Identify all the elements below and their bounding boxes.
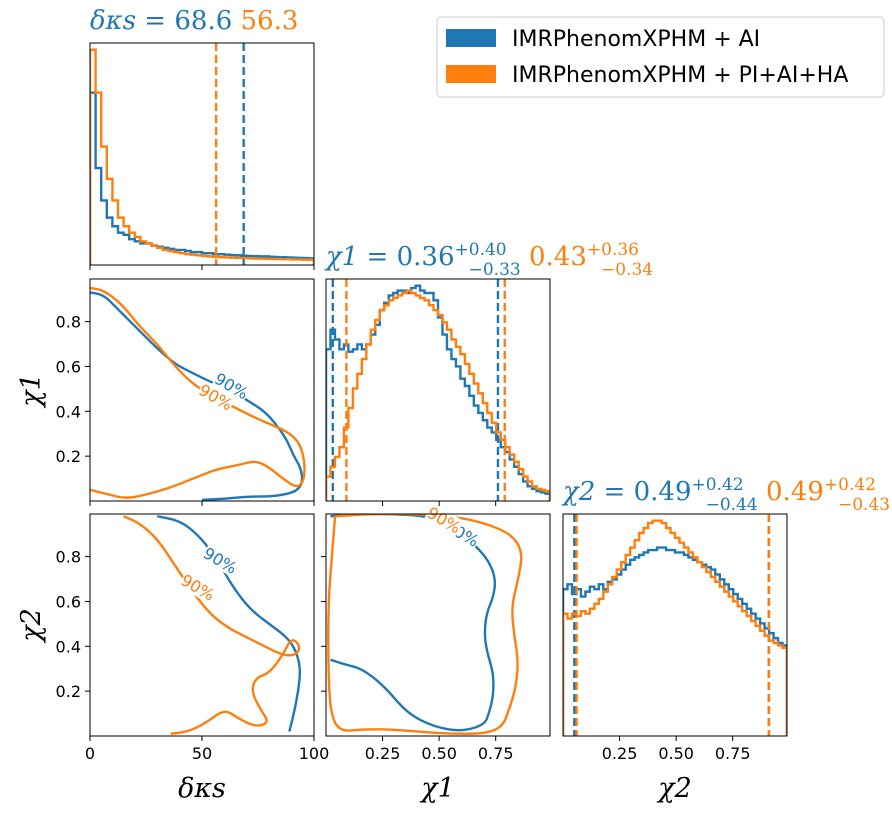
contour-label-bg — [177, 570, 219, 604]
contour-label-bg — [211, 368, 252, 403]
title-symbol: χ2 = — [561, 477, 634, 507]
x-axis-label-dks: δκs — [178, 773, 226, 804]
hist-dks-PIAIHA — [90, 48, 314, 265]
contour-panel-chi2-vs-dks: 90%90% — [89, 513, 315, 737]
contour-label-bg — [424, 503, 465, 537]
hist-panel-chi1 — [325, 278, 551, 502]
hist-dks-AI — [90, 91, 314, 265]
contour-panel-chi2-vs-chi1: 90%90% — [325, 503, 551, 737]
y-axis-label-chi2: χ2 — [16, 608, 47, 644]
title-minus-PIAIHA: −0.43 — [838, 495, 890, 515]
legend: IMRPhenomXPHM + AI IMRPhenomXPHM + PI+AI+… — [436, 16, 885, 98]
x-axis-chi1: 0.25 0.50 0.75 χ1 — [365, 501, 514, 804]
contour-panel-chi1-vs-dks: 90%90% — [89, 278, 315, 502]
x-tick-label-chi2: 0.25 — [602, 744, 638, 763]
legend-swatch — [446, 65, 496, 83]
contour-chi2-vs-chi1-PIAIHA — [327, 514, 523, 735]
title-plus-PIAIHA: +0.42 — [824, 475, 876, 495]
title-value-AI: 0.49 — [634, 477, 692, 507]
title-plus-PIAIHA: +0.36 — [587, 240, 639, 260]
y-axis-chi2: 0.2 0.4 0.6 0.8 χ2 — [16, 548, 326, 701]
title-chi1: χ1 = 0.36+0.40 −0.33 0.43+0.36 −0.34 — [324, 240, 653, 280]
legend-frame — [436, 16, 885, 98]
y-tick-label-chi2: 0.6 — [56, 592, 81, 611]
title-minus-AI: −0.33 — [469, 260, 521, 280]
x-tick-label-chi1: 0.25 — [365, 744, 401, 763]
title-value-PIAIHA: 0.49 — [758, 477, 824, 507]
contour-label-bg — [195, 380, 237, 414]
x-tick-label-chi1: 0.75 — [478, 744, 514, 763]
x-axis-label-chi1: χ1 — [419, 773, 455, 804]
title-value-PIAIHA: 56.3 — [232, 6, 298, 36]
contour-chi1-vs-dks-PIAIHA — [90, 286, 306, 499]
panel-frame — [562, 513, 788, 737]
contour-chi1-vs-dks-AI — [90, 291, 304, 501]
hist-chi1-PIAIHA — [326, 289, 550, 501]
x-axis-dks: 0 50 100 δκs — [85, 265, 329, 804]
hist-chi2-PIAIHA — [563, 519, 787, 736]
y-tick-label-chi2: 0.8 — [56, 548, 81, 567]
hist-panel-chi2 — [562, 513, 788, 737]
title-chi2: χ2 = 0.49+0.42 −0.44 0.49+0.42 −0.43 — [561, 475, 890, 515]
title-value-AI: 68.6 — [174, 6, 232, 36]
title-minus-AI: −0.44 — [706, 495, 758, 515]
title-plus-AI: +0.40 — [455, 240, 507, 260]
legend-label: IMRPhenomXPHM + PI+AI+HA — [512, 63, 848, 88]
y-tick-label-chi1: 0.4 — [56, 402, 81, 421]
contour-label-chi2-vs-dks-AI: 90% — [200, 544, 240, 578]
hist-chi2-AI — [563, 546, 787, 736]
x-axis-label-chi2: χ2 — [656, 773, 692, 804]
x-tick-label-chi1: 0.50 — [421, 744, 457, 763]
y-axis-label-chi1: χ1 — [16, 373, 47, 409]
title-symbol: δκs = — [90, 6, 174, 36]
x-tick-label-dks: 50 — [192, 744, 212, 763]
x-tick-label-dks: 100 — [299, 744, 330, 763]
y-axis-chi1: 0.2 0.4 0.6 0.8 χ1 — [16, 313, 90, 466]
contour-label-bg — [200, 543, 241, 578]
x-axis-chi2: 0.25 0.50 0.75 χ2 — [602, 736, 751, 804]
title-value-AI: 0.36 — [397, 242, 455, 272]
y-tick-label-chi1: 0.8 — [56, 313, 81, 332]
panel-frame — [325, 513, 551, 737]
title-dks: δκs = 68.6 56.3 — [90, 6, 298, 36]
x-tick-label-dks: 0 — [85, 744, 95, 763]
panel-frame — [325, 278, 551, 502]
hist-chi1-AI — [326, 284, 550, 501]
legend-swatch — [446, 29, 496, 47]
title-symbol: χ1 = — [324, 242, 397, 272]
y-tick-label-chi1: 0.6 — [56, 357, 81, 376]
legend-label: IMRPhenomXPHM + AI — [512, 27, 760, 52]
title-value-PIAIHA: 0.43 — [521, 242, 587, 272]
title-minus-PIAIHA: −0.34 — [601, 260, 653, 280]
y-tick-label-chi2: 0.2 — [56, 682, 81, 701]
contour-chi2-vs-dks-AI — [156, 515, 302, 732]
y-tick-label-chi2: 0.4 — [56, 637, 81, 656]
title-plus-AI: +0.42 — [692, 475, 744, 495]
panel-frame — [89, 513, 315, 737]
x-tick-label-chi2: 0.50 — [658, 744, 694, 763]
y-tick-label-chi1: 0.2 — [56, 447, 81, 466]
hist-panel-dks — [89, 42, 315, 266]
x-tick-label-chi2: 0.75 — [715, 744, 751, 763]
